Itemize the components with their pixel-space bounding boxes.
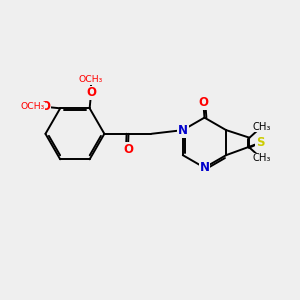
Text: N: N (200, 161, 209, 174)
Text: O: O (198, 96, 208, 109)
Text: O: O (123, 142, 133, 156)
Text: N: N (178, 124, 188, 136)
Text: CH₃: CH₃ (252, 122, 271, 132)
Text: S: S (256, 136, 265, 149)
Text: O: O (86, 86, 96, 100)
Text: OCH₃: OCH₃ (20, 102, 44, 111)
Text: OCH₃: OCH₃ (79, 75, 103, 84)
Text: CH₃: CH₃ (252, 153, 271, 164)
Text: O: O (40, 100, 50, 113)
